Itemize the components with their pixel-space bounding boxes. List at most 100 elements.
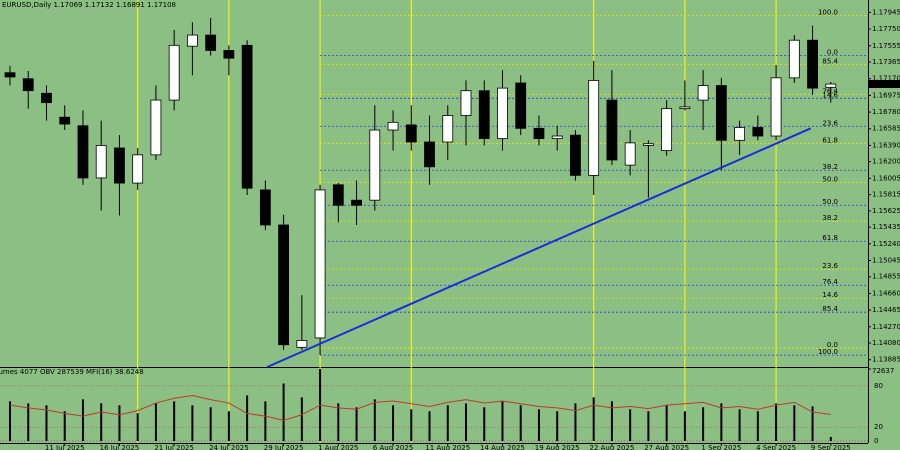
candle-body bbox=[770, 77, 782, 137]
candle-body bbox=[22, 78, 34, 92]
candle-body bbox=[715, 85, 727, 141]
x-tick-label: 9 Sep 2025 bbox=[811, 444, 851, 450]
y2-tick-label: 0 bbox=[874, 437, 878, 445]
candle-body bbox=[369, 129, 381, 201]
candle-body bbox=[424, 141, 435, 168]
candle-body bbox=[606, 99, 618, 161]
volume-title: Volumes 4077 OBV 287539 MFI(16) 38.6248 bbox=[0, 368, 144, 376]
candle-body bbox=[205, 34, 217, 51]
fib-label: 50.0 bbox=[822, 175, 838, 183]
x-tick-label: 4 Sep 2025 bbox=[756, 444, 796, 450]
y-tick-label: 1.15240 bbox=[872, 240, 900, 248]
candle-body bbox=[679, 106, 691, 110]
candle-body bbox=[734, 127, 745, 141]
x-tick-label: 22 Aug 2025 bbox=[589, 444, 634, 450]
candle-body bbox=[442, 115, 454, 143]
fib-label: 61.8 bbox=[822, 234, 838, 242]
fib-label: 0.0 bbox=[827, 341, 838, 349]
fib-label: 61.8 bbox=[822, 136, 838, 144]
fib-label: 23.6 bbox=[822, 119, 838, 127]
candle-body bbox=[624, 142, 636, 166]
candle-body bbox=[41, 92, 52, 104]
y-tick-label: 72637 bbox=[872, 367, 894, 375]
x-tick-label: 27 Aug 2025 bbox=[644, 444, 689, 450]
y-tick-label: 1.17555 bbox=[872, 42, 900, 50]
x-tick-label: 19 Aug 2025 bbox=[535, 444, 580, 450]
candle-body bbox=[588, 80, 600, 176]
y2-tick-label: 80 bbox=[874, 382, 883, 390]
x-tick-label: 1 Sep 2025 bbox=[701, 444, 741, 450]
candle-body bbox=[332, 184, 344, 206]
candle-body bbox=[497, 87, 508, 139]
candle-body bbox=[697, 85, 709, 101]
candle-body bbox=[405, 124, 417, 143]
candle-body bbox=[59, 116, 71, 125]
x-tick-label: 6 Aug 2025 bbox=[373, 444, 413, 450]
mfi-line bbox=[9, 394, 831, 421]
fib-label: 76.4 bbox=[822, 278, 838, 286]
candle-body bbox=[150, 99, 162, 156]
y-tick-label: 1.15815 bbox=[872, 191, 900, 199]
x-tick-label: 1 Aug 2025 bbox=[318, 444, 358, 450]
fib-label: 85.4 bbox=[822, 305, 838, 313]
y-tick-label: 1.14270 bbox=[872, 323, 900, 331]
price-marker-label: 1.17108 bbox=[871, 80, 900, 88]
x-tick-label: 16 Jul 2025 bbox=[100, 444, 140, 450]
fib-label: 38.2 bbox=[822, 214, 838, 222]
y2-tick-label: 20 bbox=[874, 423, 883, 431]
candle-body bbox=[752, 127, 764, 137]
y-tick-label: 1.17945 bbox=[872, 8, 900, 16]
x-tick-label: 14 Aug 2025 bbox=[480, 444, 525, 450]
y-tick-label: 1.14080 bbox=[872, 339, 900, 347]
x-tick-label: 29 Jul 2025 bbox=[264, 444, 304, 450]
y-tick-label: 1.16780 bbox=[872, 108, 900, 116]
fib-label: 85.4 bbox=[822, 57, 838, 65]
y-tick-label: 1.15625 bbox=[872, 207, 900, 215]
candle-body bbox=[387, 121, 399, 131]
candle-body bbox=[807, 39, 818, 89]
candle-body bbox=[296, 340, 308, 348]
candle-body bbox=[132, 154, 144, 184]
candle-body bbox=[278, 224, 290, 346]
y-tick-label: 1.15045 bbox=[872, 256, 900, 264]
candle-body bbox=[4, 72, 16, 78]
y-tick-label: 1.16200 bbox=[872, 158, 900, 166]
y-tick-label: 1.17750 bbox=[872, 25, 900, 33]
y-tick-label: 1.16390 bbox=[872, 141, 900, 149]
candle-body bbox=[241, 44, 253, 189]
x-tick-label: 24 Jul 2025 bbox=[209, 444, 249, 450]
candle-body bbox=[643, 143, 654, 146]
candle-body bbox=[95, 145, 107, 179]
y-tick-label: 1.16975 bbox=[872, 91, 900, 99]
x-tick-label: 11 Aug 2025 bbox=[425, 444, 470, 450]
y-tick-label: 1.14465 bbox=[872, 306, 900, 314]
candle-body bbox=[661, 108, 673, 151]
candle-body bbox=[478, 90, 490, 139]
fib-label: 38.2 bbox=[822, 163, 838, 171]
candle-body bbox=[788, 39, 800, 79]
candle-body bbox=[259, 189, 271, 226]
y-tick-label: 1.17365 bbox=[872, 58, 900, 66]
price-marker-box bbox=[868, 80, 900, 89]
candle-body bbox=[223, 50, 235, 59]
candle-body bbox=[515, 82, 527, 129]
y-tick-label: 1.14855 bbox=[872, 273, 900, 281]
fib-label: 50.0 bbox=[822, 198, 838, 206]
y-tick-label: 1.17170 bbox=[872, 75, 900, 83]
fib-label: 14.6 bbox=[822, 291, 838, 299]
chart-title: EURUSD,Daily 1.17069 1.17132 1.16891 1.1… bbox=[2, 1, 176, 9]
candle-body bbox=[460, 90, 472, 116]
candle-body bbox=[533, 127, 545, 139]
candle-body bbox=[551, 135, 563, 139]
candle-body bbox=[351, 199, 362, 206]
candle-body bbox=[825, 83, 837, 88]
y-tick-label: 1.14660 bbox=[872, 289, 900, 297]
y-tick-label: 1.15435 bbox=[872, 223, 900, 231]
candle-body bbox=[77, 125, 89, 179]
x-tick-label: 11 Jul 2025 bbox=[45, 444, 85, 450]
fib-label: 23.6 bbox=[822, 262, 838, 270]
candle-body bbox=[114, 147, 125, 184]
